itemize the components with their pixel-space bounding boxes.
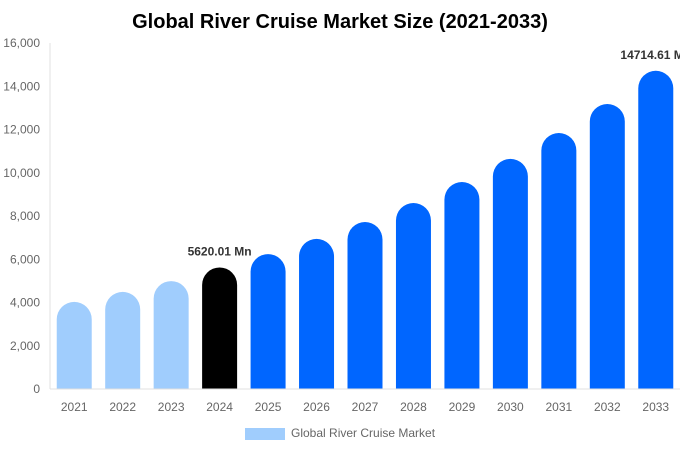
bar-2028 (395, 203, 431, 389)
bar-2022 (105, 291, 141, 389)
x-tick-label: 2031 (545, 400, 572, 414)
y-tick-label: 4,000 (10, 296, 40, 310)
x-tick-label: 2029 (449, 400, 476, 414)
y-tick-label: 16,000 (3, 36, 40, 50)
x-tick-label: 2025 (255, 400, 282, 414)
x-tick-label: 2030 (497, 400, 524, 414)
chart-title: Global River Cruise Market Size (2021-20… (132, 11, 548, 33)
bar-2027 (347, 222, 383, 389)
y-tick-label: 0 (33, 382, 40, 396)
bar-2021 (56, 301, 92, 389)
y-tick-label: 12,000 (3, 123, 40, 137)
x-tick-label: 2021 (61, 400, 88, 414)
data-label: 5620.01 Mn (188, 244, 252, 258)
bar-2029 (444, 182, 480, 389)
y-tick-label: 2,000 (10, 339, 40, 353)
y-tick-label: 10,000 (3, 166, 40, 180)
x-tick-label: 2022 (109, 400, 136, 414)
bar-2025 (250, 254, 286, 389)
bar-2031 (541, 132, 577, 389)
data-labels: 5620.01 Mn 14714.61 Mn (188, 48, 680, 259)
y-tick-label: 14,000 (3, 79, 40, 93)
x-tick-label: 2023 (158, 400, 185, 414)
x-tick-label: 2032 (594, 400, 621, 414)
y-axis: 0 2,000 4,000 6,000 8,000 10,000 12,000 14,000 1… (3, 36, 51, 396)
bar-2033 (638, 70, 674, 389)
data-label: 14714.61 Mn (620, 48, 680, 62)
y-tick-label: 6,000 (10, 252, 40, 266)
x-tick-label: 2027 (352, 400, 379, 414)
x-tick-label: 2033 (642, 400, 669, 414)
x-tick-label: 2024 (206, 400, 233, 414)
x-axis: 2021 2022 2023 2024 2025 2026 2027 2028 2029 2030… (50, 388, 680, 414)
x-tick-label: 2028 (400, 400, 427, 414)
y-tick-label: 8,000 (10, 209, 40, 223)
x-tick-label: 2026 (303, 400, 330, 414)
bar-2032 (589, 103, 625, 390)
bars (56, 70, 674, 390)
legend-label: Global River Cruise Market (291, 426, 436, 440)
legend-swatch (245, 428, 285, 440)
bar-2023 (153, 281, 189, 389)
bar-2024 (202, 267, 238, 389)
bar-2026 (299, 238, 335, 389)
bar-2030 (492, 158, 528, 389)
legend[interactable]: Global River Cruise Market (245, 426, 436, 440)
